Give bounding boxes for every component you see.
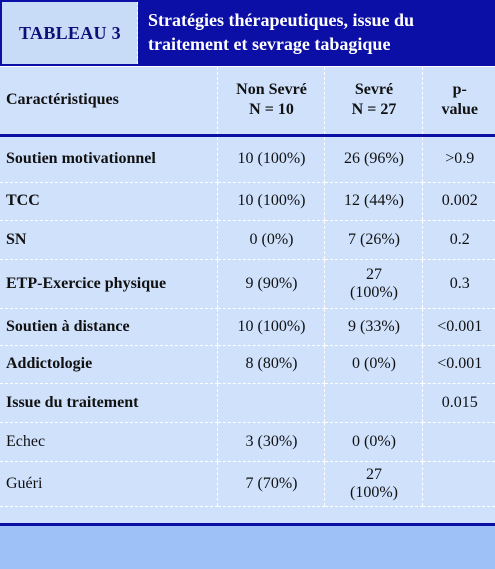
table-header-band: TABLEAU 3 Stratégies thérapeutiques, iss… xyxy=(0,0,495,66)
sevre-cell: 12 (44%) xyxy=(323,182,422,221)
row-label: Guéri xyxy=(0,461,217,507)
non-sevre-cell: 0 (0%) xyxy=(216,220,324,260)
row-label: TCC xyxy=(0,182,217,221)
row-label: ETP-Exercice physique xyxy=(0,259,217,309)
row-label: Soutien à distance xyxy=(0,308,217,346)
p-value-cell: <0.001 xyxy=(421,308,495,346)
row-label: Soutien motivationnel xyxy=(0,135,217,183)
non-sevre-cell: 3 (30%) xyxy=(216,422,324,462)
table-row: Soutien à distance 10 (100%) 9 (33%) <0.… xyxy=(0,308,495,346)
p-value-cell xyxy=(421,461,495,507)
non-sevre-cell: 10 (100%) xyxy=(216,308,324,346)
sevre-percent: (100%) xyxy=(350,283,398,301)
p-value-label-line1: p- xyxy=(452,81,467,99)
non-sevre-cell: 8 (80%) xyxy=(216,345,324,384)
table-bottom-rule xyxy=(0,523,495,526)
table-number: TABLEAU 3 xyxy=(19,22,121,43)
column-header-p-value: p- value xyxy=(421,67,495,137)
non-sevre-n: N = 10 xyxy=(249,101,294,119)
sevre-cell: 26 (96%) xyxy=(323,135,422,183)
p-value-cell: >0.9 xyxy=(421,135,495,183)
header-row: Caractéristiques Non Sevré N = 10 Sevré … xyxy=(0,67,495,137)
table-row: Issue du traitement 0.015 xyxy=(0,383,495,423)
sevre-percent: (100%) xyxy=(350,483,398,501)
non-sevre-cell: 9 (90%) xyxy=(216,259,324,309)
table-row: SN 0 (0%) 7 (26%) 0.2 xyxy=(0,220,495,260)
table-row: Guéri 7 (70%) 27 (100%) xyxy=(0,461,495,507)
row-label: Issue du traitement xyxy=(0,383,217,423)
sevre-cell: 9 (33%) xyxy=(323,308,422,346)
sevre-cell: 0 (0%) xyxy=(323,422,422,462)
row-label: SN xyxy=(0,220,217,260)
sevre-count: 27 xyxy=(366,265,382,283)
non-sevre-cell: 10 (100%) xyxy=(216,135,324,183)
sevre-n: N = 27 xyxy=(351,101,397,119)
header-divider xyxy=(0,66,495,67)
table-row: Soutien motivationnel 10 (100%) 26 (96%)… xyxy=(0,135,495,183)
non-sevre-cell: 7 (70%) xyxy=(216,461,324,507)
sevre-label: Sevré xyxy=(354,81,394,99)
table-row: ETP-Exercice physique 9 (90%) 27 (100%) … xyxy=(0,259,495,309)
table-title: Stratégies thérapeutiques, issue du trai… xyxy=(148,10,415,54)
non-sevre-label: Non Sevré xyxy=(236,81,307,99)
column-header-non-sevre: Non Sevré N = 10 xyxy=(216,67,324,137)
p-value-cell: 0.3 xyxy=(421,259,495,309)
table-number-box: TABLEAU 3 xyxy=(2,2,138,64)
p-value-label-line2: value xyxy=(441,101,478,119)
row-label: Echec xyxy=(0,422,217,462)
p-value-cell: 0.002 xyxy=(421,182,495,221)
table-row: Addictologie 8 (80%) 0 (0%) <0.001 xyxy=(0,345,495,384)
sevre-cell: 27 (100%) xyxy=(323,259,422,309)
p-value-cell: <0.001 xyxy=(421,345,495,384)
table-row: Echec 3 (30%) 0 (0%) xyxy=(0,422,495,462)
p-value-cell: 0.2 xyxy=(421,220,495,260)
table-row: TCC 10 (100%) 12 (44%) 0.002 xyxy=(0,182,495,221)
non-sevre-cell: 10 (100%) xyxy=(216,182,324,221)
row-label: Addictologie xyxy=(0,345,217,384)
results-table: Caractéristiques Non Sevré N = 10 Sevré … xyxy=(0,67,495,507)
sevre-cell: 27 (100%) xyxy=(323,461,422,507)
non-sevre-cell xyxy=(216,383,324,423)
sevre-cell xyxy=(323,383,422,423)
sevre-cell: 7 (26%) xyxy=(323,220,422,260)
p-value-cell xyxy=(421,422,495,462)
p-value-cell: 0.015 xyxy=(421,383,495,423)
column-header-sevre: Sevré N = 27 xyxy=(323,67,422,137)
footer-band xyxy=(0,526,495,569)
sevre-count: 27 xyxy=(366,465,382,483)
column-header-characteristics: Caractéristiques xyxy=(0,67,217,137)
sevre-cell: 0 (0%) xyxy=(323,345,422,384)
